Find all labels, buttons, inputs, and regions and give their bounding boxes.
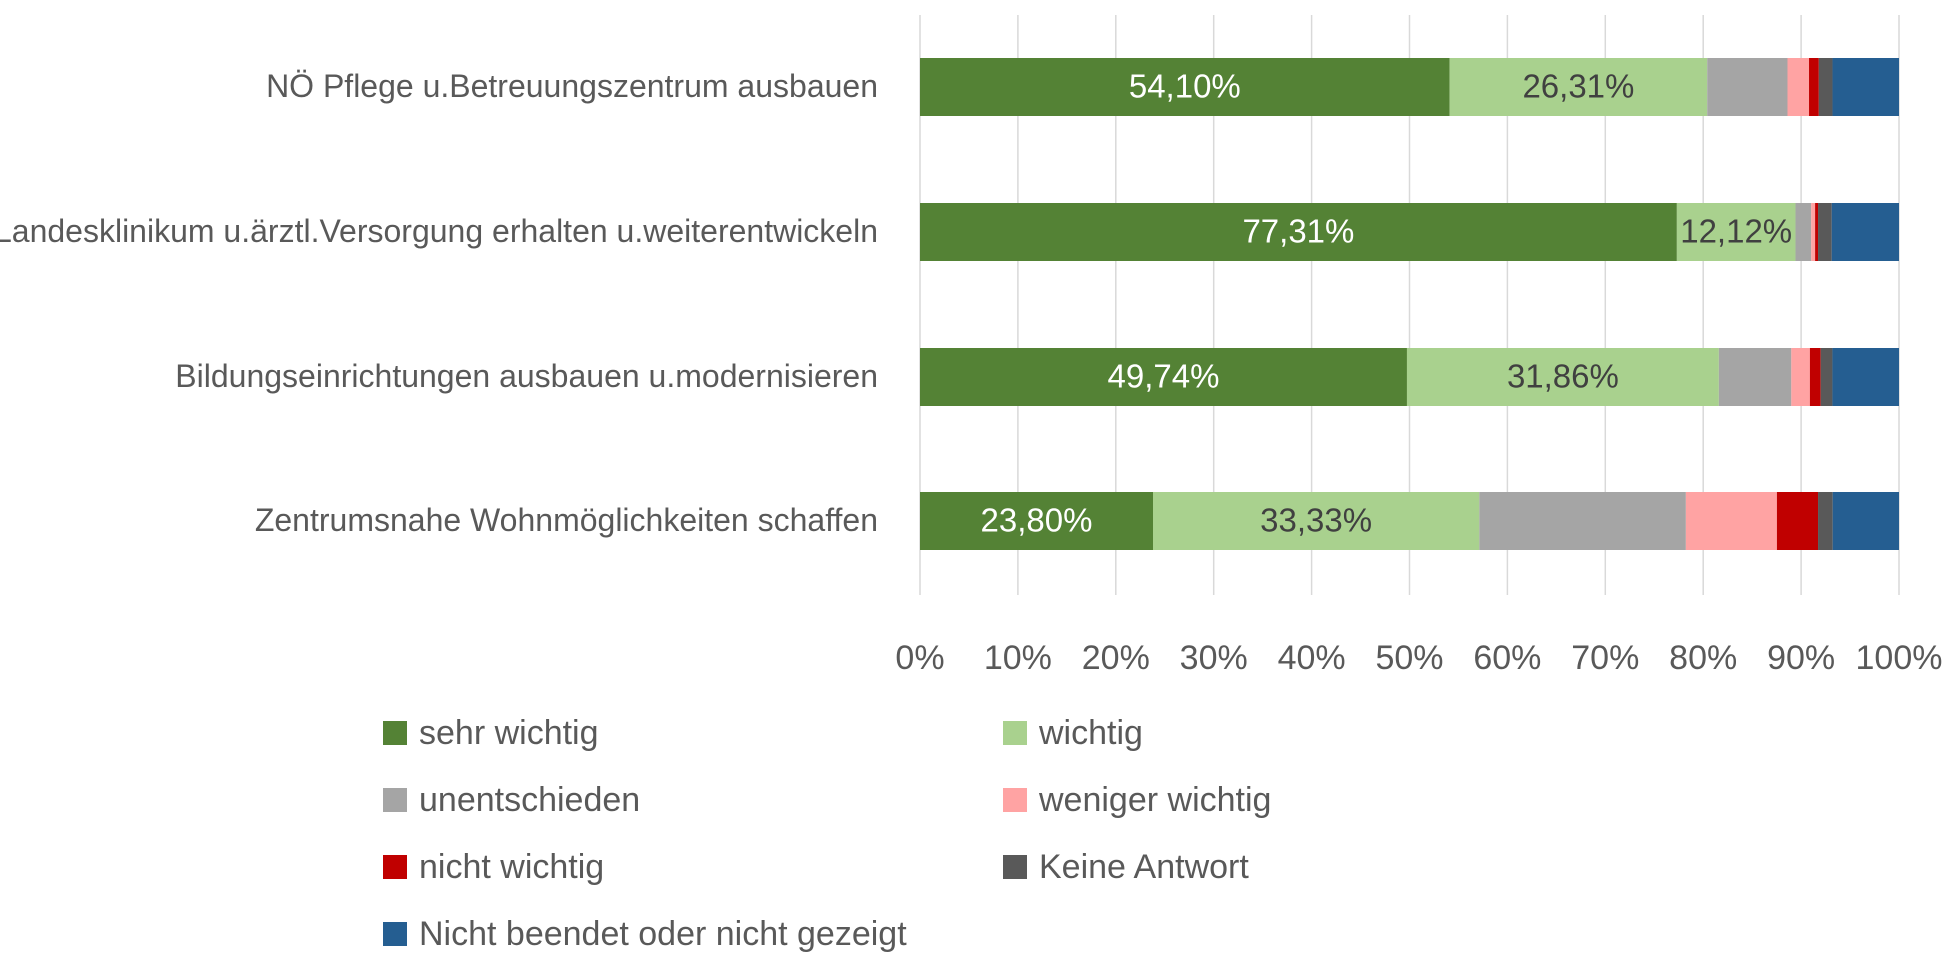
legend-swatch bbox=[383, 721, 407, 745]
category-label-box: Bildungseinrichtungen ausbauen u.moderni… bbox=[0, 356, 878, 398]
category-label-box: Landesklinikum u.ärztl.Versorgung erhalt… bbox=[0, 211, 878, 253]
legend-swatch bbox=[383, 788, 407, 812]
bar-segment bbox=[1820, 348, 1833, 406]
data-label: 33,33% bbox=[1260, 502, 1372, 539]
legend-label: sehr wichtig bbox=[419, 714, 599, 752]
bar-segment bbox=[920, 58, 1450, 116]
bar-segment bbox=[1795, 203, 1812, 261]
bar-segment bbox=[1811, 203, 1816, 261]
bar-segment bbox=[1406, 348, 1719, 406]
bar-segment bbox=[920, 348, 1407, 406]
bar-segment bbox=[1832, 348, 1899, 406]
data-label: 54,10% bbox=[1129, 68, 1241, 105]
bar-segment bbox=[1153, 492, 1480, 550]
legend-label: nicht wichtig bbox=[419, 848, 604, 886]
x-tick-label: 50% bbox=[1375, 639, 1443, 677]
legend-swatch bbox=[1003, 721, 1027, 745]
bar-segment bbox=[1831, 203, 1899, 261]
x-tick-label: 100% bbox=[1856, 639, 1943, 677]
x-tick-label: 20% bbox=[1082, 639, 1150, 677]
data-label: 77,31% bbox=[1242, 213, 1354, 250]
bar-segment bbox=[1685, 492, 1777, 550]
bar-segment bbox=[1707, 58, 1788, 116]
bar-segment bbox=[1776, 492, 1819, 550]
data-label: 23,80% bbox=[981, 502, 1093, 539]
category-label: Landesklinikum u.ärztl.Versorgung erhalt… bbox=[0, 213, 878, 250]
legend-label: Keine Antwort bbox=[1039, 848, 1249, 886]
x-tick-label: 10% bbox=[984, 639, 1052, 677]
bar-segment bbox=[920, 203, 1677, 261]
legend-label: unentschieden bbox=[419, 781, 640, 819]
category-label: Bildungseinrichtungen ausbauen u.moderni… bbox=[175, 358, 878, 395]
bar-segment bbox=[1449, 58, 1708, 116]
bar-segment bbox=[1791, 348, 1810, 406]
category-label-box: Zentrumsnahe Wohnmöglichkeiten schaffen bbox=[0, 500, 878, 542]
bar-segment bbox=[1718, 348, 1792, 406]
category-label: NÖ Pflege u.Betreuungszentrum ausbauen bbox=[266, 68, 878, 105]
bar-segment bbox=[1809, 348, 1821, 406]
legend-swatch bbox=[383, 922, 407, 946]
bar-segment bbox=[1479, 492, 1686, 550]
category-label: Zentrumsnahe Wohnmöglichkeiten schaffen bbox=[254, 502, 878, 539]
legend-swatch bbox=[1003, 788, 1027, 812]
x-tick-label: 60% bbox=[1473, 639, 1541, 677]
data-label: 31,86% bbox=[1507, 358, 1619, 395]
bar-segment bbox=[920, 492, 1154, 550]
data-label: 12,12% bbox=[1680, 213, 1792, 250]
bar-segment bbox=[1809, 58, 1819, 116]
x-tick-label: 80% bbox=[1669, 639, 1737, 677]
x-tick-label: 30% bbox=[1180, 639, 1248, 677]
bar-segment bbox=[1815, 203, 1819, 261]
x-tick-label: 40% bbox=[1278, 639, 1346, 677]
bar-segment bbox=[1818, 203, 1832, 261]
legend-label: Nicht beendet oder nicht gezeigt bbox=[419, 915, 907, 953]
x-tick-label: 70% bbox=[1571, 639, 1639, 677]
category-label-box: NÖ Pflege u.Betreuungszentrum ausbauen bbox=[0, 66, 878, 108]
legend-label: weniger wichtig bbox=[1038, 781, 1271, 819]
legend-label: wichtig bbox=[1038, 714, 1143, 752]
legend-swatch bbox=[1003, 855, 1027, 879]
bar-segment bbox=[1818, 492, 1833, 550]
bar-segment bbox=[1676, 203, 1796, 261]
legend-swatch bbox=[383, 855, 407, 879]
bar-segment bbox=[1818, 58, 1833, 116]
bar-segment bbox=[1832, 492, 1899, 550]
data-label: 49,74% bbox=[1108, 358, 1220, 395]
bar-segment bbox=[1787, 58, 1810, 116]
bar-segment bbox=[1832, 58, 1899, 116]
x-tick-label: 90% bbox=[1767, 639, 1835, 677]
data-label: 26,31% bbox=[1522, 68, 1634, 105]
x-tick-label: 0% bbox=[895, 639, 944, 677]
